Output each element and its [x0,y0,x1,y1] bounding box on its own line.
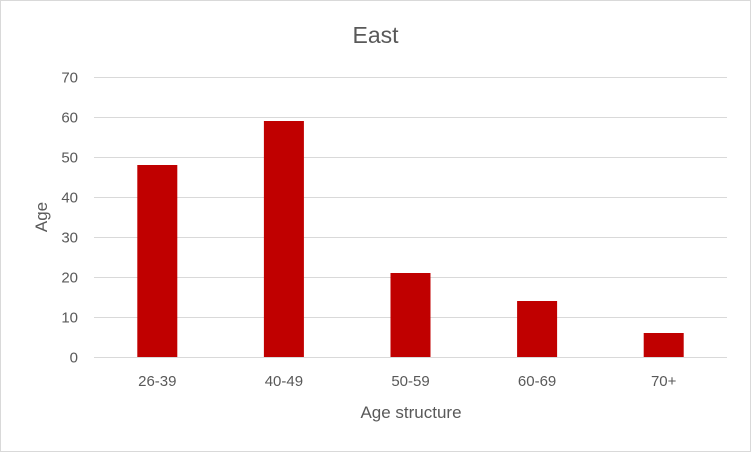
x-tick-label: 40-49 [265,373,303,390]
x-axis-title: Age structure [360,403,461,422]
bar-50-59 [390,273,431,357]
x-tick-label: 50-59 [391,373,429,390]
x-tick-label: 60-69 [518,373,556,390]
y-tick-label: 40 [61,190,78,207]
y-axis-title: Age [32,202,51,232]
x-tick-label: 26-39 [138,373,176,390]
chart-title: East [352,22,399,48]
gridlines [94,77,727,318]
y-tick-label: 20 [61,270,78,287]
bar-70+ [643,333,684,357]
x-tick-label: 70+ [651,373,677,390]
x-axis-ticks: 26-39 40-49 50-59 60-69 70+ [138,373,677,390]
bar-26-39 [137,165,178,357]
y-tick-label: 10 [61,310,78,327]
bar-60-69 [517,301,558,357]
bar-40-49 [263,121,304,357]
bars [137,121,684,357]
y-tick-label: 0 [70,350,78,367]
y-tick-label: 30 [61,230,78,247]
y-tick-label: 70 [61,70,78,87]
y-tick-label: 50 [61,150,78,167]
y-tick-label: 60 [61,110,78,127]
y-axis-ticks: 0 10 20 30 40 50 60 70 [61,70,78,367]
